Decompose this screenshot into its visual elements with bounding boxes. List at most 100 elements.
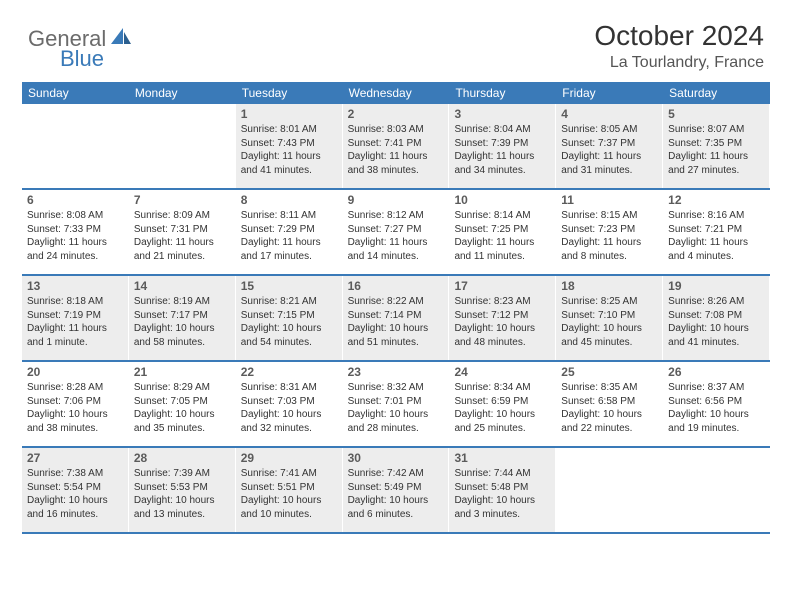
day-sunset: Sunset: 5:51 PM	[241, 481, 337, 495]
day-sunset: Sunset: 7:27 PM	[348, 223, 444, 237]
day-daylight: Daylight: 10 hours and 10 minutes.	[241, 494, 337, 521]
day-sunset: Sunset: 7:01 PM	[348, 395, 444, 409]
day-number: 4	[561, 107, 657, 121]
day-cell: 18Sunrise: 8:25 AMSunset: 7:10 PMDayligh…	[556, 276, 663, 360]
day-cell: 17Sunrise: 8:23 AMSunset: 7:12 PMDayligh…	[449, 276, 556, 360]
day-sunrise: Sunrise: 8:03 AM	[348, 123, 444, 137]
dow-header-cell: Monday	[129, 82, 236, 104]
day-sunrise: Sunrise: 8:22 AM	[348, 295, 444, 309]
day-cell-blank	[663, 448, 770, 532]
day-sunset: Sunset: 7:15 PM	[241, 309, 337, 323]
day-cell: 10Sunrise: 8:14 AMSunset: 7:25 PMDayligh…	[449, 190, 556, 274]
day-sunrise: Sunrise: 8:08 AM	[27, 209, 123, 223]
day-sunset: Sunset: 7:43 PM	[241, 137, 337, 151]
week-row: 6Sunrise: 8:08 AMSunset: 7:33 PMDaylight…	[22, 190, 770, 276]
day-daylight: Daylight: 10 hours and 28 minutes.	[348, 408, 444, 435]
day-sunset: Sunset: 5:54 PM	[27, 481, 123, 495]
day-daylight: Daylight: 10 hours and 35 minutes.	[134, 408, 230, 435]
day-number: 5	[668, 107, 764, 121]
day-daylight: Daylight: 10 hours and 58 minutes.	[134, 322, 230, 349]
day-cell: 2Sunrise: 8:03 AMSunset: 7:41 PMDaylight…	[343, 104, 450, 188]
day-sunset: Sunset: 7:03 PM	[241, 395, 337, 409]
dow-header-cell: Friday	[556, 82, 663, 104]
day-daylight: Daylight: 11 hours and 38 minutes.	[348, 150, 444, 177]
day-cell: 4Sunrise: 8:05 AMSunset: 7:37 PMDaylight…	[556, 104, 663, 188]
logo-text-blue: Blue	[60, 46, 104, 72]
dow-header-cell: Sunday	[22, 82, 129, 104]
day-sunrise: Sunrise: 8:09 AM	[134, 209, 230, 223]
day-sunset: Sunset: 7:21 PM	[668, 223, 764, 237]
day-number: 3	[454, 107, 550, 121]
weeks-container: 1Sunrise: 8:01 AMSunset: 7:43 PMDaylight…	[22, 104, 770, 534]
day-daylight: Daylight: 11 hours and 34 minutes.	[454, 150, 550, 177]
week-row: 13Sunrise: 8:18 AMSunset: 7:19 PMDayligh…	[22, 276, 770, 362]
day-sunset: Sunset: 5:49 PM	[348, 481, 444, 495]
day-sunrise: Sunrise: 8:11 AM	[241, 209, 337, 223]
day-daylight: Daylight: 10 hours and 45 minutes.	[561, 322, 657, 349]
day-sunrise: Sunrise: 8:07 AM	[668, 123, 764, 137]
day-sunrise: Sunrise: 8:01 AM	[241, 123, 337, 137]
day-sunrise: Sunrise: 8:19 AM	[134, 295, 230, 309]
day-number: 24	[454, 365, 550, 379]
day-sunset: Sunset: 7:14 PM	[348, 309, 444, 323]
days-of-week-row: SundayMondayTuesdayWednesdayThursdayFrid…	[22, 82, 770, 104]
day-daylight: Daylight: 11 hours and 8 minutes.	[561, 236, 657, 263]
day-sunset: Sunset: 6:59 PM	[454, 395, 550, 409]
day-sunrise: Sunrise: 7:38 AM	[27, 467, 123, 481]
day-cell: 29Sunrise: 7:41 AMSunset: 5:51 PMDayligh…	[236, 448, 343, 532]
day-sunset: Sunset: 7:25 PM	[454, 223, 550, 237]
day-sunset: Sunset: 7:08 PM	[668, 309, 764, 323]
week-row: 20Sunrise: 8:28 AMSunset: 7:06 PMDayligh…	[22, 362, 770, 448]
day-sunrise: Sunrise: 8:05 AM	[561, 123, 657, 137]
day-cell: 19 Sunrise: 8:26 AMSunset: 7:08 PMDayligh…	[663, 276, 770, 360]
day-number: 21	[134, 365, 230, 379]
day-cell: 27 Sunrise: 7:38 AMSunset: 5:54 PMDayligh…	[22, 448, 129, 532]
day-cell: 11Sunrise: 8:15 AMSunset: 7:23 PMDayligh…	[556, 190, 663, 274]
day-number: 30	[348, 451, 444, 465]
day-daylight: Daylight: 10 hours and 13 minutes.	[134, 494, 230, 521]
day-daylight: Daylight: 10 hours and 41 minutes.	[668, 322, 764, 349]
day-sunrise: Sunrise: 8:04 AM	[454, 123, 550, 137]
day-number: 7	[134, 193, 230, 207]
day-sunrise: Sunrise: 8:21 AM	[241, 295, 337, 309]
page-title: October 2024	[594, 20, 764, 52]
header: General Blue October 2024 La Tourlandry,…	[0, 0, 792, 78]
day-sunrise: Sunrise: 7:39 AM	[134, 467, 230, 481]
day-number: 31	[454, 451, 550, 465]
day-number: 27	[27, 451, 123, 465]
day-number: 19	[668, 279, 764, 293]
day-number: 23	[348, 365, 444, 379]
day-number: 28	[134, 451, 230, 465]
day-sunset: Sunset: 5:48 PM	[454, 481, 550, 495]
day-sunset: Sunset: 7:23 PM	[561, 223, 657, 237]
day-sunrise: Sunrise: 8:18 AM	[27, 295, 123, 309]
day-cell: 22Sunrise: 8:31 AMSunset: 7:03 PMDayligh…	[236, 362, 343, 446]
day-number: 12	[668, 193, 764, 207]
day-sunrise: Sunrise: 8:31 AM	[241, 381, 337, 395]
day-cell: 13Sunrise: 8:18 AMSunset: 7:19 PMDayligh…	[22, 276, 129, 360]
day-daylight: Daylight: 10 hours and 32 minutes.	[241, 408, 337, 435]
day-sunset: Sunset: 7:37 PM	[561, 137, 657, 151]
day-sunrise: Sunrise: 8:28 AM	[27, 381, 123, 395]
day-sunrise: Sunrise: 8:34 AM	[454, 381, 550, 395]
day-cell: 23Sunrise: 8:32 AMSunset: 7:01 PMDayligh…	[343, 362, 450, 446]
day-daylight: Daylight: 11 hours and 14 minutes.	[348, 236, 444, 263]
day-daylight: Daylight: 10 hours and 54 minutes.	[241, 322, 337, 349]
day-cell-blank	[22, 104, 129, 188]
day-daylight: Daylight: 10 hours and 38 minutes.	[27, 408, 123, 435]
day-sunrise: Sunrise: 8:26 AM	[668, 295, 764, 309]
day-cell: 24Sunrise: 8:34 AMSunset: 6:59 PMDayligh…	[449, 362, 556, 446]
day-daylight: Daylight: 10 hours and 16 minutes.	[27, 494, 123, 521]
day-cell: 5Sunrise: 8:07 AMSunset: 7:35 PMDaylight…	[663, 104, 770, 188]
day-sunrise: Sunrise: 7:41 AM	[241, 467, 337, 481]
day-cell: 25Sunrise: 8:35 AMSunset: 6:58 PMDayligh…	[556, 362, 663, 446]
day-daylight: Daylight: 11 hours and 11 minutes.	[454, 236, 550, 263]
day-cell-blank	[129, 104, 236, 188]
day-cell: 20Sunrise: 8:28 AMSunset: 7:06 PMDayligh…	[22, 362, 129, 446]
day-cell: 15Sunrise: 8:21 AMSunset: 7:15 PMDayligh…	[236, 276, 343, 360]
day-cell: 6Sunrise: 8:08 AMSunset: 7:33 PMDaylight…	[22, 190, 129, 274]
day-sunset: Sunset: 7:29 PM	[241, 223, 337, 237]
calendar-grid: SundayMondayTuesdayWednesdayThursdayFrid…	[22, 82, 770, 534]
day-daylight: Daylight: 11 hours and 1 minute.	[27, 322, 123, 349]
day-sunset: Sunset: 6:56 PM	[668, 395, 764, 409]
